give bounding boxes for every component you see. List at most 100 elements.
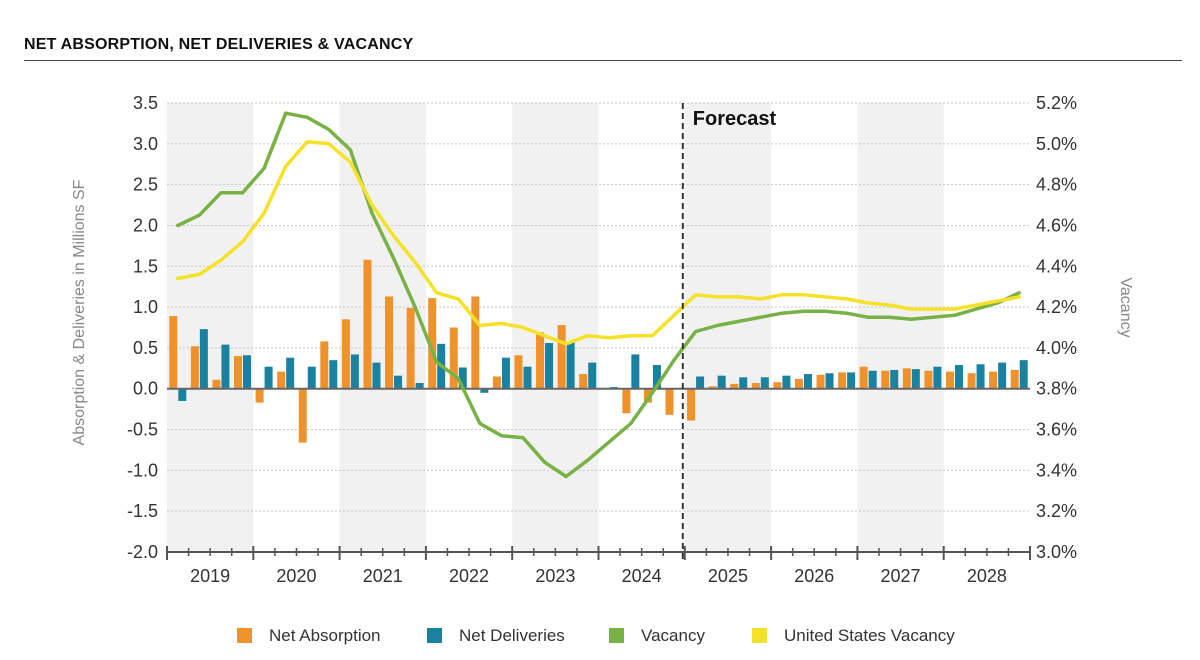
legend-swatch-net-deliveries [427, 628, 442, 643]
y-left-tick-label: 0.5 [133, 338, 158, 358]
y-left-tick-label: 2.5 [133, 175, 158, 195]
net-deliveries-bar [998, 362, 1007, 389]
legend-swatch-net-absorption [237, 628, 252, 643]
net-absorption-bar [773, 382, 782, 389]
net-deliveries-bar [933, 366, 942, 389]
net-deliveries-bar [350, 354, 359, 389]
y-right-tick-label: 4.4% [1036, 256, 1077, 276]
net-absorption-bar [536, 332, 545, 389]
net-absorption-bar [751, 383, 760, 389]
forecast-label: Forecast [693, 108, 777, 130]
y-axis-right-label: Vacancy [1117, 277, 1134, 337]
net-absorption-bar [298, 388, 307, 443]
net-absorption-bar [665, 388, 674, 415]
net-absorption-bar [643, 388, 652, 403]
net-deliveries-bar [631, 354, 640, 389]
net-deliveries-bar [760, 377, 769, 389]
legend-label-vacancy: Vacancy [641, 626, 705, 645]
y-left-tick-label: 3.0 [133, 134, 158, 154]
net-absorption-bar [406, 307, 415, 389]
net-absorption-bar [492, 376, 501, 389]
y-left-tick-label: 1.5 [133, 256, 158, 276]
net-deliveries-bar [911, 369, 920, 389]
net-deliveries-bar [415, 383, 424, 389]
y-left-tick-label: 1.0 [133, 297, 158, 317]
x-tick-label-2028: 2028 [967, 566, 1007, 586]
net-absorption-bar [794, 378, 803, 389]
x-tick-label-2019: 2019 [190, 566, 230, 586]
y-right-tick-label: 4.8% [1036, 175, 1077, 195]
y-left-tick-label: -1.5 [127, 501, 158, 521]
net-deliveries-bar [221, 344, 230, 389]
y-left-tick-label: -2.0 [127, 542, 158, 562]
y-right-tick-label: 5.0% [1036, 134, 1077, 154]
net-absorption-bar [212, 379, 221, 389]
y-right-tick-label: 3.2% [1036, 501, 1077, 521]
axes: 2019 2020 2021 2022 2023 2024 2025 2026 2027 2028… [71, 93, 1134, 586]
net-deliveries-bar [782, 375, 791, 389]
net-deliveries-bar [523, 366, 532, 389]
net-deliveries-bar [868, 370, 877, 389]
net-deliveries-bar [243, 355, 252, 389]
x-tick-label-2026: 2026 [794, 566, 834, 586]
net-deliveries-bar [545, 343, 554, 389]
net-deliveries-bar [825, 373, 834, 389]
net-absorption-bar [514, 355, 523, 389]
y-left-tick-label: 0.0 [133, 379, 158, 399]
net-absorption-bar [945, 371, 954, 389]
net-deliveries-bar [199, 329, 208, 389]
net-absorption-bar [385, 296, 394, 389]
y-right-tick-label: 4.2% [1036, 297, 1077, 317]
legend-label-net-absorption: Net Absorption [269, 626, 381, 645]
x-tick-label-2022: 2022 [449, 566, 489, 586]
net-absorption-bar [622, 388, 631, 414]
net-deliveries-bar [480, 388, 489, 393]
net-deliveries-bar [588, 362, 597, 389]
net-absorption-bar [255, 388, 264, 403]
net-deliveries-bar [178, 388, 187, 401]
y-right-tick-label: 4.0% [1036, 338, 1077, 358]
year-band-2019 [167, 103, 254, 552]
net-deliveries-bar [739, 377, 748, 389]
chart-title: NET ABSORPTION, NET DELIVERIES & VACANCY [24, 36, 414, 53]
net-deliveries-bar [372, 362, 381, 389]
net-absorption-bar [341, 319, 350, 389]
y-right-tick-label: 3.4% [1036, 460, 1077, 480]
net-absorption-bar [816, 374, 825, 389]
net-absorption-bar [363, 259, 372, 389]
y-right-tick-label: 4.6% [1036, 215, 1077, 235]
net-absorption-bar [1010, 369, 1019, 389]
legend-label-us-vacancy: United States Vacancy [784, 626, 955, 645]
net-absorption-bar [730, 383, 739, 389]
net-absorption-bar [838, 372, 847, 389]
us-vacancy-line [176, 140, 1021, 346]
net-absorption-bar [557, 325, 566, 389]
title-rule [24, 60, 1182, 61]
net-absorption-bar [924, 370, 933, 389]
net-deliveries-bar [803, 374, 812, 389]
y-left-tick-label: 3.5 [133, 93, 158, 113]
y-left-tick-label: -0.5 [127, 420, 158, 440]
year-band-2027 [857, 103, 944, 552]
net-deliveries-bar [1019, 360, 1028, 389]
net-deliveries-bar [717, 375, 726, 389]
y-right-tick-label: 5.2% [1036, 93, 1077, 113]
legend: Net Absorption Net Deliveries Vacancy Unite… [237, 626, 955, 645]
net-deliveries-bar [976, 364, 985, 389]
x-tick-label-2023: 2023 [535, 566, 575, 586]
x-tick-label-2025: 2025 [708, 566, 748, 586]
x-tick-label-2024: 2024 [622, 566, 662, 586]
y-right-tick-label: 3.8% [1036, 379, 1077, 399]
x-tick-label-2021: 2021 [363, 566, 403, 586]
net-absorption-bar [277, 371, 286, 389]
y-left-tick-label: 2.0 [133, 215, 158, 235]
vacancy-line [176, 111, 1021, 479]
x-tick-label-2027: 2027 [881, 566, 921, 586]
net-deliveries-bar [394, 375, 403, 389]
net-absorption-bar [234, 356, 243, 389]
net-absorption-bar [989, 371, 998, 389]
net-absorption-bar [902, 368, 911, 389]
net-absorption-bar [190, 346, 199, 389]
net-absorption-bar [708, 386, 717, 389]
